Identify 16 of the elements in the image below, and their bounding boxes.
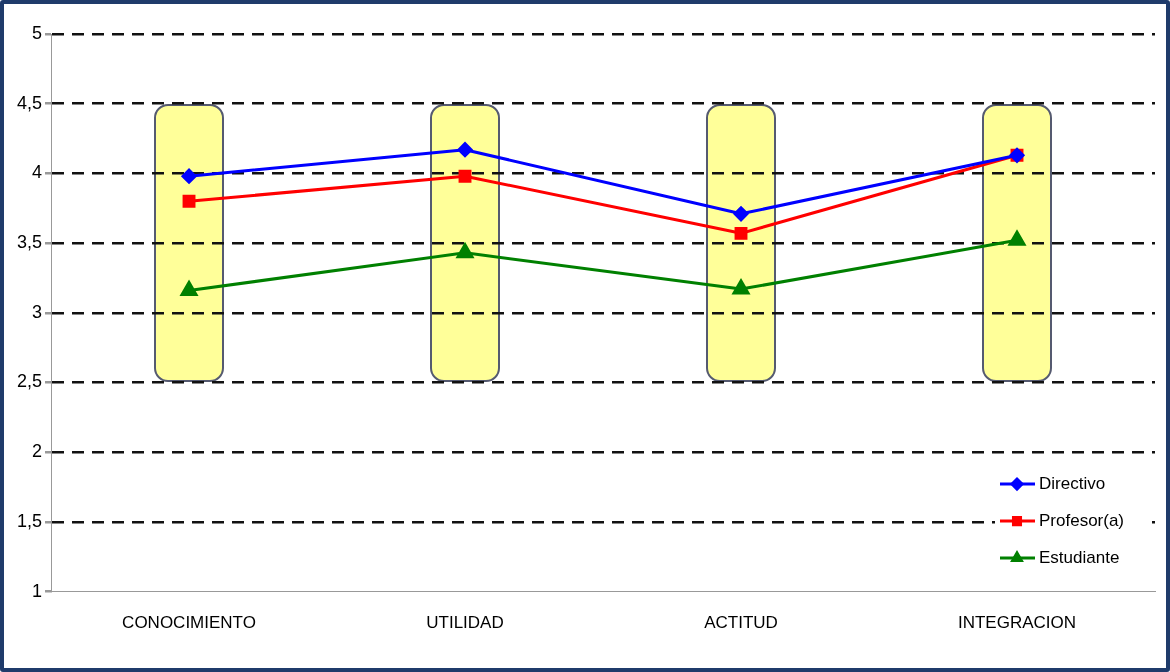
y-tick-label: 2 — [32, 441, 43, 462]
y-tick-label: 3,5 — [16, 232, 43, 253]
y-tick-label: 5 — [32, 22, 43, 43]
y-tick-label: 4,5 — [16, 92, 43, 113]
y-tick-label: 2,5 — [16, 371, 43, 392]
x-tick-label: UTILIDAD — [426, 613, 504, 633]
y-tick-label: 3 — [32, 301, 43, 322]
y-tick-label: 1 — [32, 580, 43, 601]
legend-label: Estudiante — [1039, 547, 1120, 567]
legend-label: Directivo — [1039, 473, 1106, 493]
x-tick-label: INTEGRACION — [957, 613, 1077, 633]
legend-label: Profesor(a) — [1039, 510, 1125, 530]
x-tick-label: CONOCIMIENTO — [122, 613, 256, 633]
y-tick-label: 1,5 — [16, 510, 43, 531]
y-tick-label: 4 — [32, 162, 43, 183]
x-tick-label: ACTITUD — [704, 613, 778, 633]
